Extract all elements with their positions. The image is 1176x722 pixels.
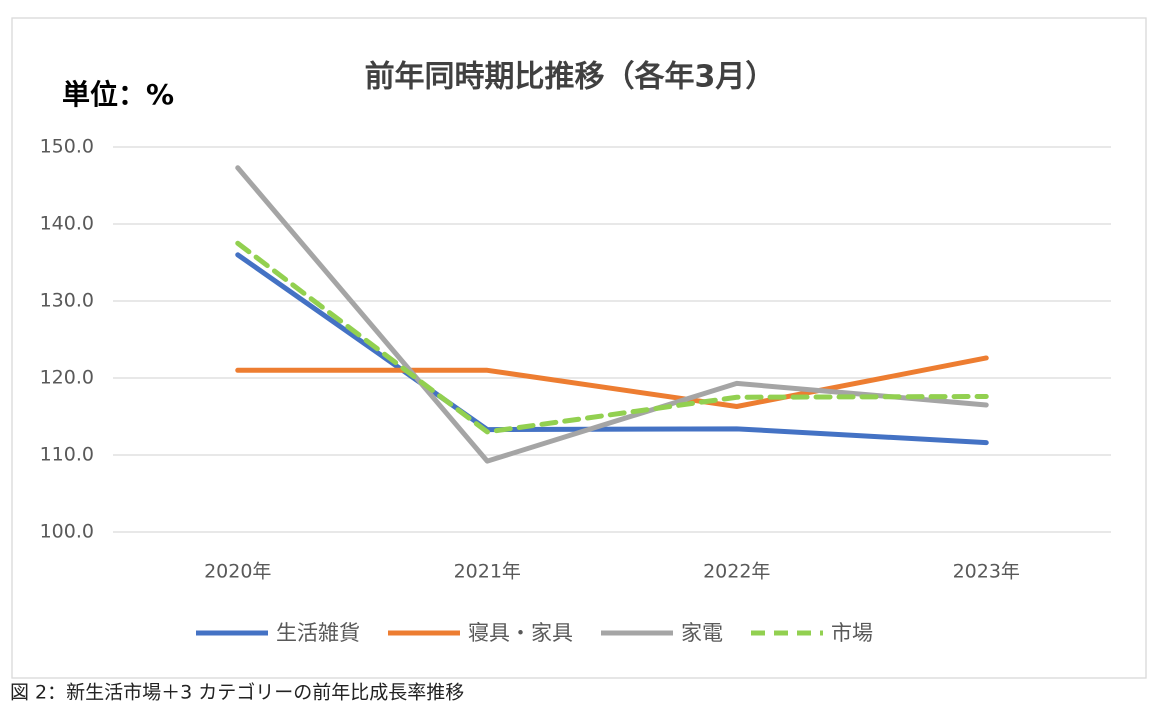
- legend-label: 家電: [681, 621, 723, 645]
- chart-title: 前年同時期比推移（各年3月）: [365, 60, 776, 95]
- y-tick-label: 110.0: [40, 444, 94, 466]
- x-tick-label: 2023年: [953, 561, 1020, 583]
- y-tick-label: 140.0: [40, 213, 94, 235]
- series-line: [235, 355, 989, 409]
- legend-label: 寝具・家具: [468, 621, 573, 645]
- y-tick-label: 100.0: [40, 521, 94, 543]
- chart-frame: [11, 17, 1147, 679]
- unit-label: 単位：%: [62, 78, 174, 111]
- series-line: [235, 252, 989, 446]
- y-tick-label: 150.0: [40, 136, 94, 158]
- y-tick-label: 120.0: [40, 367, 94, 389]
- series-line: [235, 165, 989, 464]
- caption: 図 2：新生活市場＋3 カテゴリーの前年比成長率推移: [10, 682, 464, 704]
- x-tick-label: 2022年: [703, 561, 770, 583]
- x-tick-label: 2021年: [454, 561, 521, 583]
- y-tick-label: 130.0: [40, 290, 94, 312]
- legend-label: 生活雑貨: [276, 621, 360, 645]
- legend-label: 市場: [831, 621, 873, 645]
- series-line: [235, 240, 989, 435]
- x-tick-label: 2020年: [204, 561, 271, 583]
